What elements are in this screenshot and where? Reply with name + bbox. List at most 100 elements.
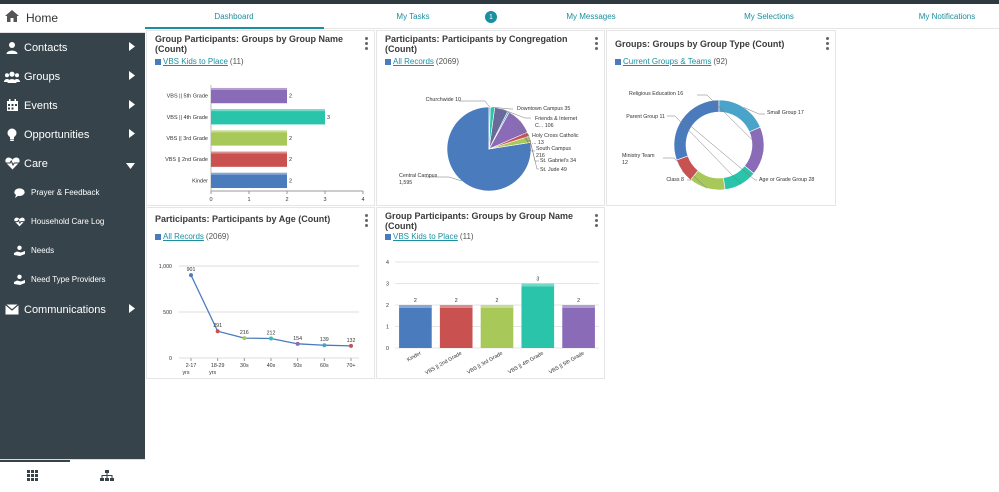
legend-swatch (155, 233, 161, 240)
filter-count: (2069) (435, 57, 460, 66)
bar-highlight (211, 130, 287, 133)
filter-count: (2069) (205, 232, 230, 241)
sidebar-item-contacts[interactable]: Contacts (0, 33, 145, 62)
sidebar-item-care[interactable]: Care (0, 149, 145, 178)
pie-slice (690, 170, 726, 191)
pie-slice (718, 99, 761, 133)
widget-title-line: Groups: Groups by Group Type (Count) (615, 39, 785, 49)
y-tick-label: 1,000 (159, 264, 172, 270)
widget-participants-by-congregation: Participants: Participants by Congregati… (376, 30, 605, 206)
widget-groups-by-group-name: Group Participants: Groups by Group Name… (146, 30, 375, 206)
widget-title-line: (Count) (385, 221, 417, 231)
home-icon (4, 9, 20, 28)
data-label: 2 (289, 94, 292, 100)
sidebar-subitem-label: Needs (31, 246, 55, 255)
tab-my-messages[interactable]: My Messages (566, 12, 616, 21)
bar-highlight (211, 87, 287, 90)
sidebar-item-label: Groups (24, 70, 61, 83)
slice-label: Holy Cross Catholic (532, 133, 579, 139)
pie-slice (673, 99, 720, 161)
sidebar-item-groups[interactable]: Groups (0, 62, 145, 91)
widget-title-line: Group Participants: Groups by Group Name (155, 34, 344, 44)
y-tick-label: 3 (386, 282, 389, 288)
slice-label: Religious Education 16 (629, 91, 683, 97)
sidebar-item-label: Contacts (24, 41, 68, 54)
tab-my-notifications[interactable]: My Notifications (918, 12, 976, 21)
filter-link[interactable]: All Records (163, 232, 204, 241)
chart-hbar: 0 1 2 3 4 VBS || 5th Grade 2 VBS || 4th Grade 3 V… (165, 85, 365, 203)
chevron-right-icon (129, 100, 135, 112)
chevron-down-icon (126, 160, 135, 172)
sidebar-subitem-needs[interactable]: Needs (0, 236, 145, 265)
data-label: 2 (289, 136, 292, 142)
legend-swatch (155, 58, 161, 65)
heartbeat-icon (13, 216, 25, 228)
data-label: 3 (536, 277, 539, 283)
leader-line (743, 107, 765, 115)
leader-line (519, 120, 535, 152)
slice-label: Ministry Team (622, 153, 655, 159)
sidebar-subitem-household-care-log[interactable]: Household Care Log (0, 207, 145, 236)
sidebar-item-events[interactable]: Events (0, 91, 145, 120)
x-tick-label: 1 (247, 197, 250, 203)
leader-line (459, 100, 490, 108)
x-tick-label: 4 (361, 197, 364, 203)
x-tick-label: yrs (209, 370, 216, 376)
filter-link[interactable]: VBS Kids to Place (393, 232, 458, 241)
y-tick-label: 4 (386, 260, 389, 266)
slice-label: St. Gabriel's 34 (540, 158, 576, 164)
sidebar-home[interactable]: Home (0, 4, 145, 33)
sidebar-item-label: Care (24, 157, 48, 170)
widget-title: Participants: Participants by Age (Count… (155, 214, 330, 224)
leader-line (508, 111, 531, 142)
data-point (349, 343, 353, 348)
sidebar-item-communications[interactable]: Communications (0, 295, 145, 324)
sidebar: Home Contacts Groups Events (0, 4, 145, 492)
data-label: 3 (327, 115, 330, 121)
filter-count: (11) (229, 57, 244, 66)
data-label: 2 (496, 298, 499, 304)
pie-slice (744, 126, 765, 174)
slice-label: Parent Group 11 (626, 114, 665, 120)
chevron-right-icon (129, 71, 135, 83)
filter-count: (11) (459, 232, 474, 241)
data-point (322, 343, 327, 348)
slice-label: Downtown Campus 35 (517, 106, 570, 112)
kebab-menu-icon[interactable] (595, 214, 598, 229)
bar-highlight (211, 172, 287, 175)
tab-my-tasks[interactable]: My Tasks (396, 12, 430, 21)
sidebar-subitem-label: Prayer & Feedback (31, 188, 100, 197)
user-icon (4, 40, 20, 56)
chevron-right-icon (129, 42, 135, 54)
tab-my-selections[interactable]: My Selections (744, 12, 794, 21)
kebab-menu-icon[interactable] (826, 37, 829, 52)
leader-line (663, 157, 708, 189)
comment-icon (13, 187, 25, 199)
widget-title: Group Participants: Groups by Group Name… (155, 34, 343, 54)
sidebar-subitem-need-type-providers[interactable]: Need Type Providers (0, 265, 145, 294)
grid-view-icon[interactable] (27, 468, 38, 486)
legend-swatch (385, 58, 391, 65)
kebab-menu-icon[interactable] (365, 37, 368, 52)
leader-line (492, 106, 513, 110)
data-label: 291 (213, 323, 222, 329)
filter-link[interactable]: Current Groups & Teams (623, 57, 712, 66)
active-tab-indicator (0, 460, 70, 462)
kebab-menu-icon[interactable] (365, 214, 368, 229)
y-tick-label: 0 (169, 356, 172, 362)
data-point (269, 336, 273, 341)
category-label: VBS || 4th Grade (167, 115, 208, 121)
bar (211, 151, 287, 167)
x-tick-label: yrs (182, 370, 189, 376)
tab-dashboard[interactable]: Dashboard (214, 12, 254, 21)
leader-line (528, 134, 539, 162)
sitemap-icon[interactable] (100, 468, 114, 486)
filter-link[interactable]: All Records (393, 57, 434, 66)
sidebar-subitem-prayer-feedback[interactable]: Prayer & Feedback (0, 178, 145, 207)
data-point (242, 336, 247, 341)
sidebar-item-opportunities[interactable]: Opportunities (0, 120, 145, 149)
kebab-menu-icon[interactable] (595, 37, 598, 52)
bar (562, 305, 595, 348)
filter-link[interactable]: VBS Kids to Place (163, 57, 228, 66)
